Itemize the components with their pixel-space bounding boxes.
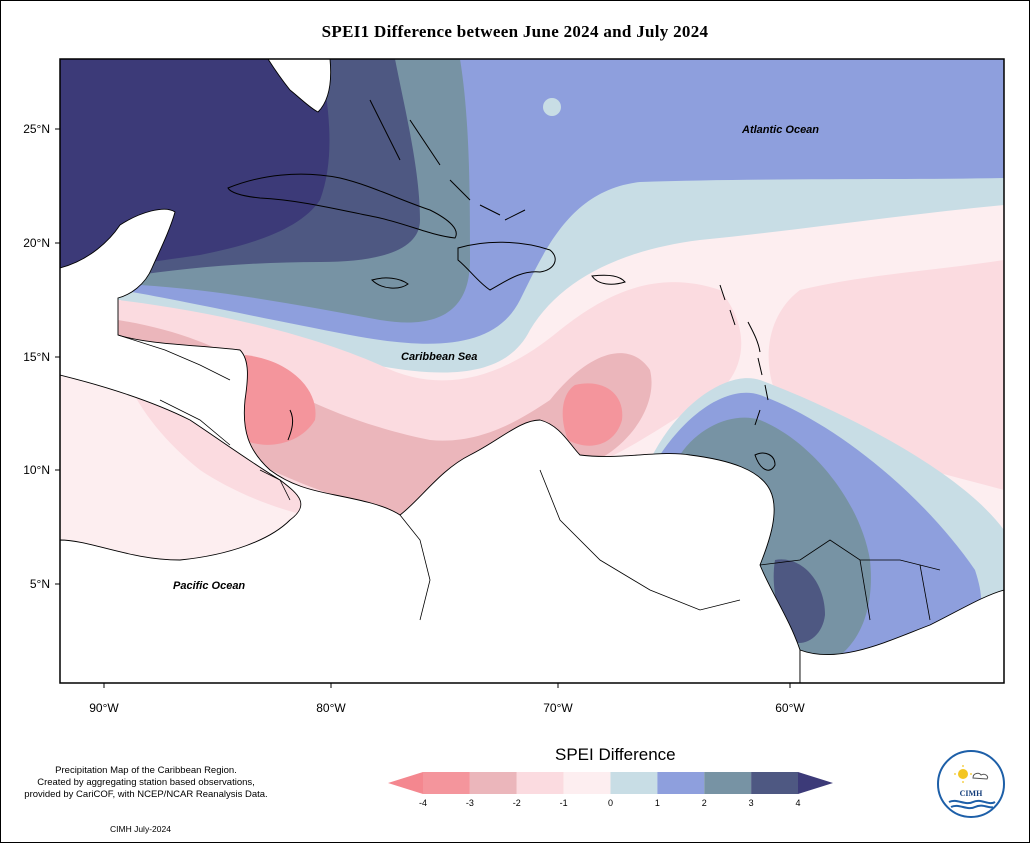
border-guatemala-honduras [117,334,231,381]
legend-tick-label: 1 [655,798,660,808]
legend-bin [657,772,705,794]
cimh-logo-text: CIMH [959,789,983,798]
label-atlantic-ocean: Atlantic Ocean [741,124,819,136]
lon-tick-70w: 70°W [543,701,573,715]
land-guianas [799,589,1004,683]
island-nicaragua-coast [287,409,294,441]
lat-tick-10n: 10°N [23,463,50,477]
island-outlines [227,99,776,471]
label-caribbean-sea: Caribbean Sea [401,351,477,363]
land-mainland [60,208,801,683]
notes-line-3: provided by CariCOF, with NCEP/NCAR Rean… [24,789,268,800]
legend-under-arrow [388,772,423,794]
legend-tick-label: -2 [513,798,521,808]
notes-line-2: Created by aggregating station based obs… [37,777,255,788]
map-notes: Precipitation Map of the Caribbean Regio… [10,765,282,801]
legend-tick-label: -4 [419,798,427,808]
land-masses [60,59,1004,683]
legend-bin [516,772,564,794]
island-puerto-rico [591,274,626,285]
border-venezuela-guyana [759,539,941,571]
notes-line-1: Precipitation Map of the Caribbean Regio… [55,765,237,776]
lon-tick-60w: 60°W [775,701,805,715]
legend-colorbar: -4 -3 -2 -1 0 1 2 3 4 [388,772,833,808]
border-nicaragua-costarica [259,469,291,501]
legend-tick-label: 3 [749,798,754,808]
lon-tick-80w: 80°W [316,701,346,715]
lat-tick-5n: 5°N [30,577,50,591]
legend-bin [563,772,611,794]
legend-tick-label: 4 [795,798,800,808]
border-honduras-nicaragua [159,399,231,446]
land-florida [267,59,332,113]
legend-title: SPEI Difference [555,745,676,764]
map-credit: CIMH July-2024 [110,824,171,834]
contour-neg4-to-neg3-west [245,355,316,445]
lat-tick-20n: 20°N [23,236,50,250]
island-trinidad [754,452,776,471]
legend-tick-label: -1 [560,798,568,808]
legend-bin [751,772,798,794]
island-lesser-antilles [719,284,769,426]
lon-tick-90w: 90°W [89,701,119,715]
lat-tick-15n: 15°N [23,350,50,364]
legend-tick-label: 0 [608,798,613,808]
spei-contour-field [60,59,1004,683]
island-jamaica [371,277,409,289]
map-title: SPEI1 Difference between June 2024 and J… [321,22,709,41]
island-bahamas [369,99,526,221]
contour-neg4-to-neg3-east [562,383,623,446]
border-colombia-panama [399,514,431,621]
country-borders [117,334,941,621]
lon-axis: 90°W 80°W 70°W 60°W [89,683,805,715]
label-pacific-ocean: Pacific Ocean [173,580,245,592]
legend-tick-label: 2 [702,798,707,808]
legend-tick-label: -3 [466,798,474,808]
legend-bin [423,772,470,794]
island-hispaniola [457,241,556,291]
contour-island-atlantic [543,98,561,116]
cimh-logo: CIMH [937,750,1005,818]
legend-bin [704,772,752,794]
legend-over-arrow [798,772,833,794]
border-colombia-venezuela [539,469,741,611]
legend-bin [469,772,517,794]
plot-frame [59,58,1005,684]
border-guianas [859,559,931,621]
lat-axis: 25°N 20°N 15°N 10°N 5°N [23,122,60,591]
cimh-logo-emblem [948,765,996,810]
legend-bin [610,772,658,794]
lat-tick-25n: 25°N [23,122,50,136]
island-cuba [227,173,457,239]
